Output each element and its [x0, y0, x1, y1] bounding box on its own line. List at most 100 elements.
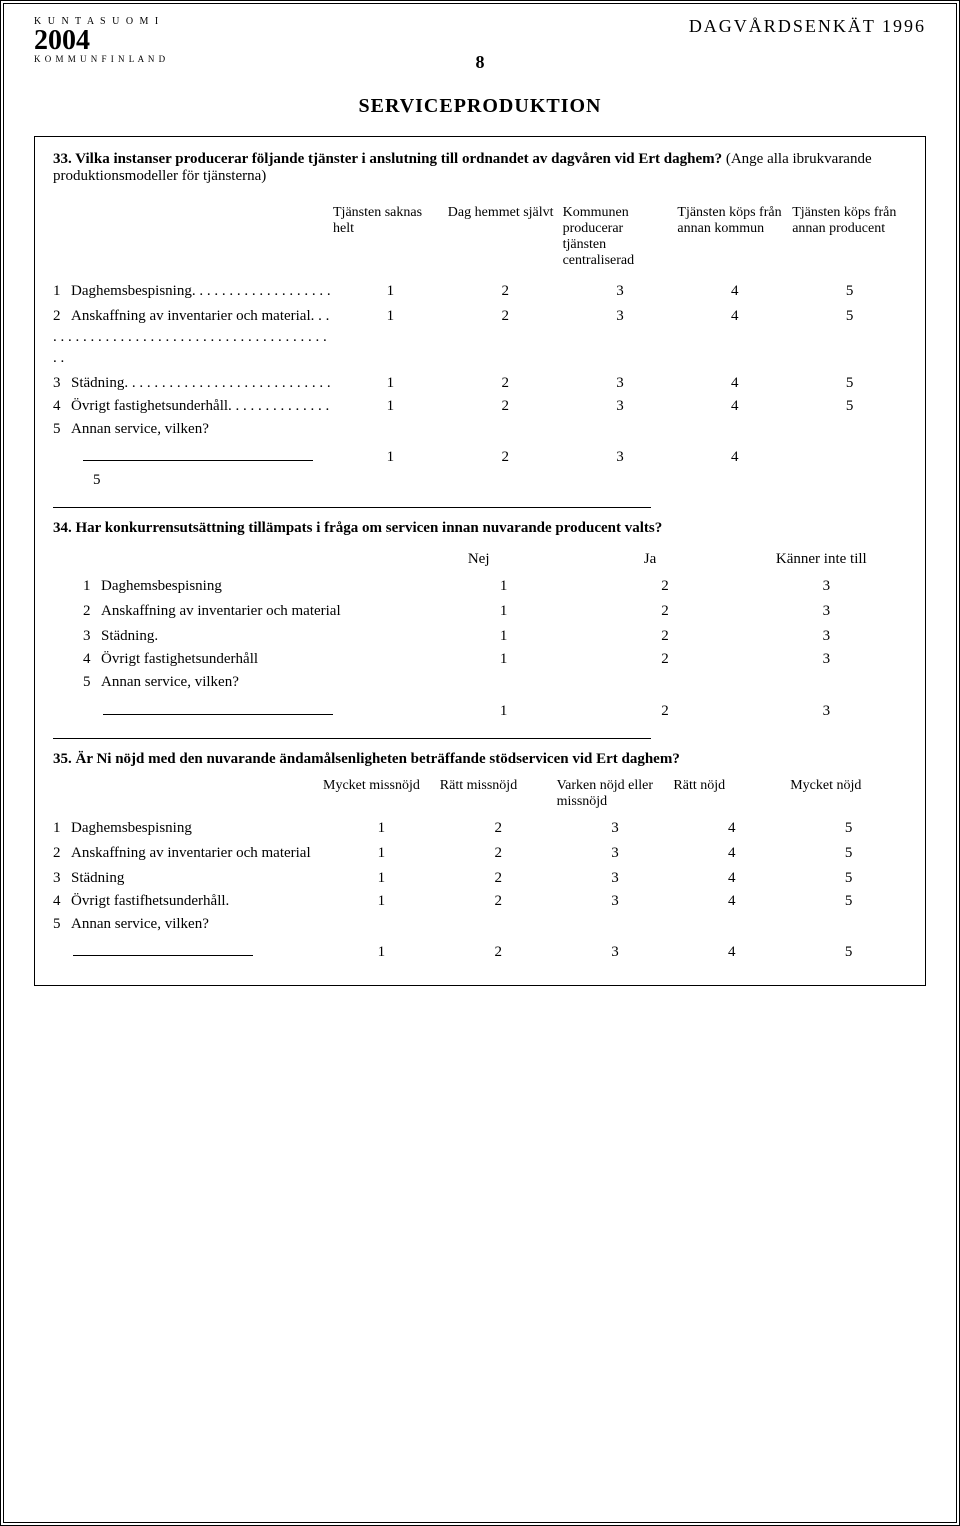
q35-r1-c3[interactable]: 4 — [673, 820, 790, 837]
q33-r1-c3[interactable]: 4 — [677, 283, 792, 300]
q35-r2-c4[interactable]: 5 — [790, 845, 907, 862]
q35-r4-c3[interactable]: 4 — [673, 893, 790, 910]
q33-question: Vilka instanser producerar följande tjän… — [75, 151, 722, 167]
q33-col-4: Tjänsten köps från annan producent — [792, 205, 907, 269]
q35-r3-c4[interactable]: 5 — [790, 870, 907, 887]
q33-col-2: Kommunen producerar tjänsten centraliser… — [563, 205, 678, 269]
question-33-box: 33. Vilka instanser producerar följande … — [34, 136, 926, 987]
q35-col-1: Rätt missnöjd — [440, 778, 557, 810]
q35-col-0: Mycket missnöjd — [323, 778, 440, 810]
q33-r5-c0[interactable]: 1 — [333, 449, 448, 466]
q35-blank-line[interactable] — [73, 939, 253, 957]
q34-r1-c2[interactable]: 3 — [746, 578, 907, 595]
q34-r3-n: 3 — [83, 628, 101, 645]
q35-col-4: Mycket nöjd — [790, 778, 907, 810]
q33-r4-c4[interactable]: 5 — [792, 398, 907, 415]
q33-r2-n: 2 — [53, 306, 71, 327]
q33-r1-c0[interactable]: 1 — [333, 283, 448, 300]
q35-col-headers: Mycket missnöjd Rätt missnöjd Varken nöj… — [53, 778, 907, 810]
q33-r2-c4[interactable]: 5 — [792, 308, 907, 325]
q33-r5-c2[interactable]: 3 — [563, 449, 678, 466]
q35-r1-c4[interactable]: 5 — [790, 820, 907, 837]
q34-r2-label: Anskaffning av inventarier och material — [101, 603, 341, 619]
q34-r1-c1[interactable]: 2 — [584, 578, 745, 595]
q33-r2-c3[interactable]: 4 — [677, 308, 792, 325]
q33-r4-c3[interactable]: 4 — [677, 398, 792, 415]
q33-r2-c0[interactable]: 1 — [333, 308, 448, 325]
q34-r4-n: 4 — [83, 651, 101, 668]
q34-col-headers: Nej Ja Känner inte till — [53, 551, 907, 568]
q33-r5-c3[interactable]: 4 — [677, 449, 792, 466]
q33-col-1: Dag hemmet självt — [448, 205, 563, 269]
q35-row-5-lead: 5Annan service, vilken? — [53, 916, 907, 933]
q34-row-5: 1 2 3 — [53, 697, 907, 720]
q33-r3-c2[interactable]: 3 — [563, 375, 678, 392]
q34-r4-c1[interactable]: 2 — [584, 651, 745, 668]
q34-blank-line[interactable] — [103, 697, 333, 715]
q33-r1-c4[interactable]: 5 — [792, 283, 907, 300]
q35-r4-c2[interactable]: 3 — [557, 893, 674, 910]
q34-r5-c2[interactable]: 3 — [746, 703, 907, 720]
q33-r1-c1[interactable]: 2 — [448, 283, 563, 300]
q33-trailing-five[interactable]: 5 — [93, 472, 907, 489]
q34-r2-c0[interactable]: 1 — [423, 603, 584, 620]
q35-r4-c0[interactable]: 1 — [323, 893, 440, 910]
q35-r1-c0[interactable]: 1 — [323, 820, 440, 837]
page-number: 8 — [476, 52, 485, 73]
q35-r2-c1[interactable]: 2 — [440, 845, 557, 862]
q33-r3-c3[interactable]: 4 — [677, 375, 792, 392]
q34-r4-c2[interactable]: 3 — [746, 651, 907, 668]
q34-r5-c0[interactable]: 1 — [423, 703, 584, 720]
q34-r1-n: 1 — [83, 578, 101, 595]
q35-r2-c0[interactable]: 1 — [323, 845, 440, 862]
q34-r5-c1[interactable]: 2 — [584, 703, 745, 720]
q35-r4-c4[interactable]: 5 — [790, 893, 907, 910]
q35-r3-c3[interactable]: 4 — [673, 870, 790, 887]
q35-r2-c3[interactable]: 4 — [673, 845, 790, 862]
q35-r5-c4[interactable]: 5 — [790, 944, 907, 961]
q34-r1-c0[interactable]: 1 — [423, 578, 584, 595]
q33-r3-c1[interactable]: 2 — [448, 375, 563, 392]
q34-r2-c1[interactable]: 2 — [584, 603, 745, 620]
q34-r3-c0[interactable]: 1 — [423, 628, 584, 645]
q33-blank-line[interactable] — [83, 444, 313, 462]
q35-r1-c2[interactable]: 3 — [557, 820, 674, 837]
q33-r5-c1[interactable]: 2 — [448, 449, 563, 466]
q35-r3-c0[interactable]: 1 — [323, 870, 440, 887]
q33-r4-c0[interactable]: 1 — [333, 398, 448, 415]
q35-r1-c1[interactable]: 2 — [440, 820, 557, 837]
q34-row-5-lead: 5Annan service, vilken? — [53, 674, 907, 691]
q34-r3-c1[interactable]: 2 — [584, 628, 745, 645]
q35-col-3: Rätt nöjd — [673, 778, 790, 810]
q33-r2-c1[interactable]: 2 — [448, 308, 563, 325]
q35-r5-c3[interactable]: 4 — [673, 944, 790, 961]
q33-r4-c1[interactable]: 2 — [448, 398, 563, 415]
q35-r3-c2[interactable]: 3 — [557, 870, 674, 887]
q33-r4-label: Övrigt fastighetsunderhåll — [71, 398, 228, 414]
q34-col-1: Ja — [564, 551, 735, 568]
q33-r4-c2[interactable]: 3 — [563, 398, 678, 415]
q35-r3-label: Städning — [71, 870, 124, 886]
q35-r5-c0[interactable]: 1 — [323, 944, 440, 961]
q35-r3-c1[interactable]: 2 — [440, 870, 557, 887]
q33-r3-c4[interactable]: 5 — [792, 375, 907, 392]
q34-row-2: 2 Anskaffning av inventarier och material… — [53, 601, 907, 622]
q35-r2-c2[interactable]: 3 — [557, 845, 674, 862]
q35-r4-n: 4 — [53, 893, 71, 910]
q34-r2-c2[interactable]: 3 — [746, 603, 907, 620]
q34-r3-c2[interactable]: 3 — [746, 628, 907, 645]
q35-row-2: 2 Anskaffning av inventarier och material… — [53, 843, 907, 864]
q33-r1-c2[interactable]: 3 — [563, 283, 678, 300]
q35-r2-label: Anskaffning av inventarier och material — [71, 845, 311, 861]
q35-row-3: 3Städning 1 2 3 4 5 — [53, 870, 907, 887]
q35-question: Är Ni nöjd med den nuvarande ändamålsenl… — [76, 751, 680, 767]
q34-r4-c0[interactable]: 1 — [423, 651, 584, 668]
q35-r4-c1[interactable]: 2 — [440, 893, 557, 910]
q33-r2-c2[interactable]: 3 — [563, 308, 678, 325]
q33-r3-c0[interactable]: 1 — [333, 375, 448, 392]
q34-r3-label: Städning. — [101, 628, 158, 644]
q35-r5-c2[interactable]: 3 — [557, 944, 674, 961]
q34-text: 34. Har konkurrensutsättning tillämpats … — [53, 520, 907, 537]
q33-r2-label: Anskaffning av inventarier och material — [71, 308, 311, 324]
q35-r5-c1[interactable]: 2 — [440, 944, 557, 961]
